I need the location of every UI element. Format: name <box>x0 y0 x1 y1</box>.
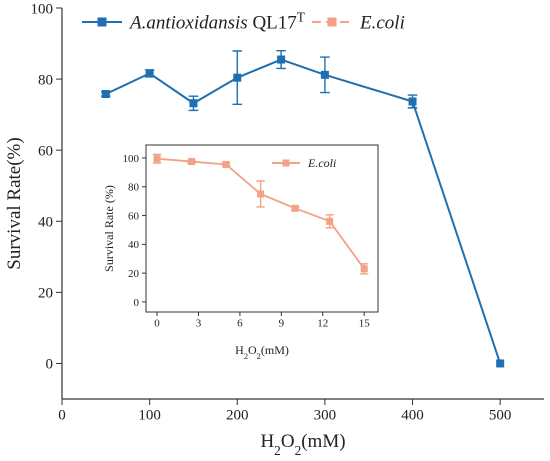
y-tick-label: 20 <box>38 286 53 302</box>
y-tick-label: 0 <box>134 297 140 309</box>
data-point <box>189 99 198 108</box>
x-tick-label: 0 <box>58 407 66 423</box>
x-tick-label: 500 <box>489 407 512 423</box>
y-tick-label: 40 <box>38 215 53 231</box>
legend-label: A.antioxidansis QL17T <box>128 9 305 34</box>
x-axis-label: H2O2(mM) <box>260 431 345 458</box>
data-point <box>257 190 265 198</box>
x-tick-label: 6 <box>237 317 243 329</box>
y-tick-label: 80 <box>128 182 140 194</box>
data-point <box>188 158 196 166</box>
data-point <box>145 69 154 78</box>
y-tick-label: 100 <box>31 1 54 17</box>
data-point <box>320 70 329 79</box>
legend-marker <box>282 159 290 167</box>
x-tick-label: 300 <box>314 407 337 423</box>
x-tick-label: 9 <box>279 317 285 329</box>
legend-label: E.coli <box>307 156 336 170</box>
data-point <box>291 204 299 212</box>
data-point <box>326 217 334 225</box>
x-tick-label: 100 <box>138 407 161 423</box>
x-tick-label: 12 <box>317 317 328 329</box>
y-tick-label: 40 <box>128 239 140 251</box>
data-point <box>408 97 417 106</box>
y-tick-label: 80 <box>38 72 53 88</box>
series-line <box>105 58 502 364</box>
x-tick-label: 400 <box>401 407 424 423</box>
data-point <box>360 265 368 273</box>
y-axis-label: Survival Rate(%) <box>4 137 25 269</box>
legend-marker <box>327 17 337 27</box>
y-tick-label: 60 <box>38 143 53 159</box>
x-tick-label: 0 <box>154 317 160 329</box>
data-point <box>233 73 242 82</box>
x-tick-label: 200 <box>226 407 249 423</box>
data-point <box>496 359 505 368</box>
data-point <box>101 90 110 99</box>
y-tick-label: 60 <box>128 210 140 222</box>
plot-frame <box>145 144 379 313</box>
data-point <box>222 160 230 168</box>
x-axis-label: H2O2(mM) <box>235 343 289 361</box>
data-point <box>153 155 161 163</box>
legend-label: E.coli <box>359 13 405 34</box>
y-axis-label: Survival Rate (%) <box>102 185 116 272</box>
x-tick-label: 15 <box>359 317 371 329</box>
y-tick-label: 0 <box>46 357 54 373</box>
y-tick-label: 100 <box>123 153 140 165</box>
data-point <box>277 55 286 64</box>
y-tick-label: 20 <box>128 268 140 280</box>
legend-marker <box>97 17 107 27</box>
x-tick-label: 3 <box>196 317 202 329</box>
